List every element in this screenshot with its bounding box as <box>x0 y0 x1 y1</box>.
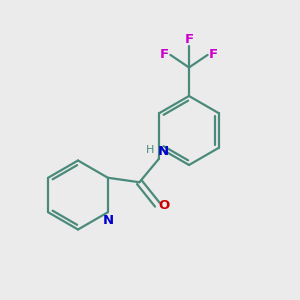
Text: H: H <box>146 146 155 155</box>
Text: O: O <box>158 199 169 212</box>
Text: N: N <box>158 145 169 158</box>
Text: F: F <box>160 48 169 61</box>
Text: N: N <box>102 214 113 227</box>
Text: F: F <box>209 48 218 61</box>
Text: F: F <box>184 33 194 46</box>
